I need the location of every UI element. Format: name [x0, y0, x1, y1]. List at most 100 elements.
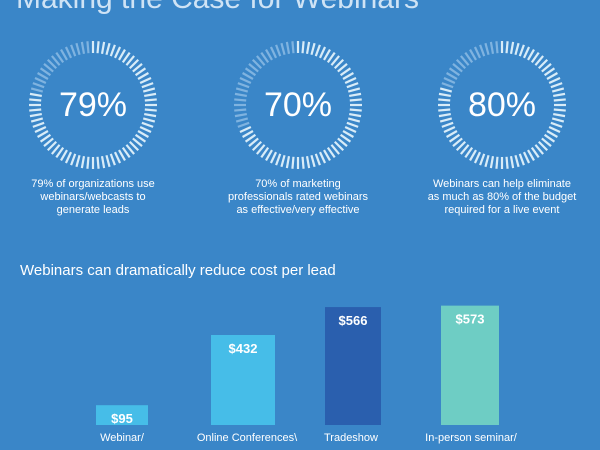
- gauge-tick: [439, 117, 453, 123]
- gauge-tick: [339, 133, 352, 143]
- gauge-tick: [144, 92, 157, 98]
- gauge-tick: [113, 46, 122, 59]
- gauge-tick: [346, 82, 359, 89]
- gauge-tick: [86, 41, 90, 54]
- gauge-tick: [546, 72, 558, 80]
- gauge-tick: [39, 67, 52, 77]
- gauge-tick: [125, 144, 135, 155]
- gauge-tick: [244, 133, 257, 143]
- caption-line: as much as 80% of the budget: [427, 191, 577, 203]
- gauge-tick: [479, 44, 486, 57]
- gauge-tick: [235, 87, 249, 93]
- gauge-tick: [553, 98, 566, 102]
- gauge-tick: [46, 58, 58, 70]
- gauge-tick: [29, 108, 42, 112]
- gauge-tick: [438, 108, 451, 112]
- gauge-tick: [518, 153, 525, 166]
- gauge-percent: 80%: [467, 86, 537, 124]
- gauge-tick: [144, 108, 157, 112]
- gauge-tick: [446, 72, 458, 80]
- gauge-tick: [514, 42, 520, 56]
- chart-title: Webinars can dramatically reduce cost pe…: [20, 262, 336, 279]
- gauge-tick: [469, 149, 477, 161]
- gauge-tick: [118, 149, 126, 161]
- gauge-tick: [142, 117, 156, 123]
- gauge-tick: [137, 130, 149, 138]
- caption-line: Webinars can help eliminate: [433, 178, 571, 190]
- gauge-tick: [275, 153, 282, 166]
- gauge-tick: [509, 156, 515, 169]
- gauge-tick: [310, 42, 316, 56]
- gauge-tick: [495, 156, 499, 169]
- gauge-tick: [522, 46, 531, 59]
- gauge-tick: [330, 144, 340, 155]
- gauge-tick: [80, 156, 86, 169]
- gauge-tick: [280, 154, 286, 168]
- gauge-tick: [265, 49, 273, 61]
- gauge-tick: [509, 41, 515, 54]
- gauge-tick: [291, 41, 295, 54]
- gauge-tick: [314, 153, 321, 166]
- gauge-tick: [256, 55, 266, 66]
- gauge-tick: [100, 41, 106, 54]
- gauge-tick: [137, 72, 149, 80]
- gauge-tick: [80, 41, 86, 54]
- gauge-tick: [543, 67, 556, 77]
- gauge-tick: [29, 92, 42, 98]
- page-title: Making the Case for Webinars: [16, 0, 419, 16]
- gauge-tick: [530, 51, 540, 64]
- gauge-tick: [518, 44, 525, 57]
- gauge-tick: [239, 125, 252, 134]
- gauge-tick: [141, 82, 154, 89]
- gauge-tick: [443, 125, 456, 134]
- gauge-tick: [96, 156, 100, 169]
- caption-line: generate leads: [56, 204, 130, 216]
- gauge-tick: [105, 154, 111, 168]
- gauge-tick: [318, 46, 327, 59]
- gauge-tick: [29, 112, 42, 118]
- gauge-tick: [438, 112, 451, 118]
- gauge-tick: [548, 76, 561, 85]
- stat-caption: Webinars can help eliminate as much as 8…: [417, 178, 587, 217]
- gauge-tick: [260, 51, 270, 64]
- gauge-tick: [484, 154, 490, 168]
- gauge-tick: [39, 133, 52, 143]
- bar: [211, 335, 275, 425]
- bar: [441, 305, 499, 425]
- gauge-tick: [51, 144, 61, 155]
- gauge-tick: [269, 151, 278, 164]
- gauge-tick: [337, 137, 348, 147]
- bar-category-label: Online Conferences\: [196, 432, 298, 444]
- gauge-tick: [251, 140, 263, 152]
- gauge-tick: [86, 156, 90, 169]
- gauge-tick: [446, 130, 458, 138]
- gauge-tick: [32, 121, 45, 128]
- gauge-tick: [537, 58, 549, 70]
- gauge-tick: [237, 82, 250, 89]
- gauge-tick: [473, 151, 482, 164]
- gauge-tick: [326, 51, 336, 64]
- gauge-tick: [333, 140, 345, 152]
- caption-line: as effective/very effective: [236, 204, 360, 216]
- gauge-tick: [448, 67, 461, 77]
- gauge-tick: [514, 154, 520, 168]
- gauge-tick: [139, 125, 152, 134]
- gauge-tick: [541, 63, 552, 73]
- gauge-percent: 70%: [263, 86, 333, 124]
- gauge-tick: [543, 133, 556, 143]
- gauge-tick: [118, 49, 126, 61]
- gauge-tick: [537, 140, 549, 152]
- gauge-tick: [142, 87, 156, 93]
- bar-value-label: $95: [111, 411, 133, 426]
- gauge-ring: [29, 41, 157, 169]
- gauge-tick: [548, 125, 561, 134]
- gauge-budget: 80%: [437, 40, 567, 170]
- gauge-tick: [479, 153, 486, 166]
- gauge-tick: [550, 121, 563, 128]
- gauge-tick: [553, 108, 566, 112]
- gauge-tick: [527, 49, 535, 61]
- gauge-tick: [234, 108, 247, 112]
- gauge-tick: [546, 130, 558, 138]
- gauge-tick: [464, 51, 474, 64]
- gauge-organizations: 79%: [28, 40, 158, 170]
